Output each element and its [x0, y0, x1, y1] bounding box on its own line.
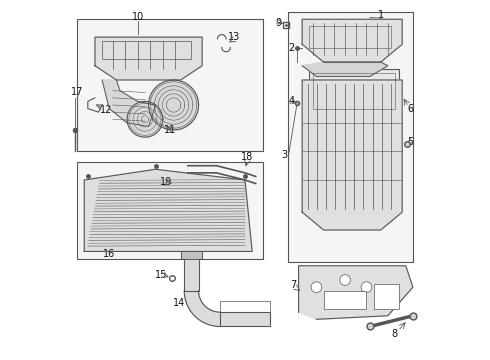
Text: 7: 7 — [290, 280, 296, 291]
Bar — [220, 312, 270, 327]
Text: 8: 8 — [391, 329, 397, 339]
Text: 19: 19 — [160, 177, 172, 187]
Bar — [77, 19, 263, 152]
Text: 13: 13 — [228, 32, 241, 42]
Text: 12: 12 — [99, 105, 112, 115]
Bar — [373, 284, 398, 309]
Bar — [313, 73, 395, 109]
Text: 17: 17 — [71, 87, 83, 98]
Text: 18: 18 — [241, 152, 253, 162]
Text: 11: 11 — [164, 125, 176, 135]
Polygon shape — [298, 266, 413, 319]
Text: 14: 14 — [173, 298, 185, 308]
Polygon shape — [148, 80, 198, 130]
Text: 10: 10 — [132, 13, 144, 22]
Circle shape — [361, 282, 372, 293]
Text: 3: 3 — [281, 150, 287, 160]
Text: 9: 9 — [276, 18, 282, 28]
Text: 15: 15 — [155, 270, 167, 280]
Circle shape — [375, 293, 386, 303]
Bar — [288, 12, 413, 262]
Text: 2: 2 — [288, 43, 294, 53]
Polygon shape — [84, 169, 252, 251]
Polygon shape — [302, 62, 388, 76]
Text: 1: 1 — [378, 10, 384, 19]
Polygon shape — [302, 19, 402, 62]
Bar — [220, 301, 270, 312]
Bar — [102, 41, 192, 59]
Polygon shape — [127, 102, 163, 137]
Bar — [309, 69, 398, 112]
Bar — [184, 255, 198, 291]
Bar — [323, 291, 367, 309]
Polygon shape — [184, 291, 220, 327]
Text: 5: 5 — [407, 138, 414, 148]
Polygon shape — [302, 80, 402, 230]
Polygon shape — [95, 37, 202, 80]
Circle shape — [311, 282, 322, 293]
Bar — [309, 26, 392, 48]
Polygon shape — [102, 80, 156, 126]
Text: 4: 4 — [289, 96, 294, 107]
Text: 6: 6 — [407, 104, 414, 113]
Circle shape — [340, 275, 350, 285]
Bar — [181, 251, 202, 258]
Text: 16: 16 — [103, 249, 115, 259]
Bar — [77, 162, 263, 258]
